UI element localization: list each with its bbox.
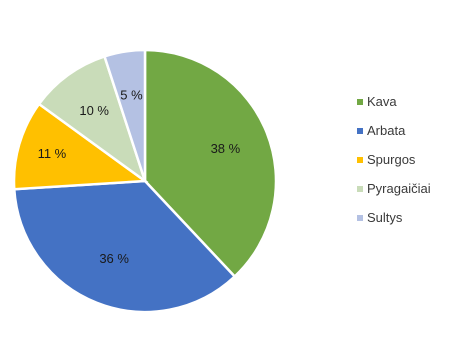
pie-slice-kava xyxy=(143,48,278,279)
legend-item-sultys: Sultys xyxy=(357,210,403,225)
legend-label-arbata: Arbata xyxy=(367,123,406,138)
data-label-pyragaiciai: 10 % xyxy=(79,103,109,118)
legend-label-sultys: Sultys xyxy=(367,210,403,225)
legend-item-kava: Kava xyxy=(357,94,397,109)
legend: Kava Arbata Spurgos Pyragaičiai Sultys xyxy=(357,94,431,225)
legend-label-spurgos: Spurgos xyxy=(367,152,416,167)
pie-slice-pyragaiciai xyxy=(37,54,148,185)
data-label-spurgos: 11 % xyxy=(38,146,67,161)
pie-slices xyxy=(12,48,278,314)
pie-data-labels: 38 % 36 % 11 % 10 % 5 % xyxy=(38,88,241,266)
legend-item-pyragaiciai: Pyragaičiai xyxy=(357,181,431,196)
data-label-arbata: 36 % xyxy=(99,251,129,266)
legend-item-spurgos: Spurgos xyxy=(357,152,416,167)
legend-label-pyragaiciai: Pyragaičiai xyxy=(367,181,431,196)
legend-swatch-kava xyxy=(357,99,363,105)
legend-swatch-sultys xyxy=(357,215,363,221)
pie-slice-sultys xyxy=(102,48,147,182)
legend-swatch-spurgos xyxy=(357,157,363,163)
pie-slice-arbata xyxy=(12,179,237,314)
legend-label-kava: Kava xyxy=(367,94,397,109)
data-label-sultys: 5 % xyxy=(120,88,143,103)
pie-slice-spurgos xyxy=(12,102,149,191)
legend-swatch-pyragaiciai xyxy=(357,186,363,192)
data-label-kava: 38 % xyxy=(211,141,241,156)
legend-item-arbata: Arbata xyxy=(357,123,406,138)
legend-swatch-arbata xyxy=(357,128,363,134)
